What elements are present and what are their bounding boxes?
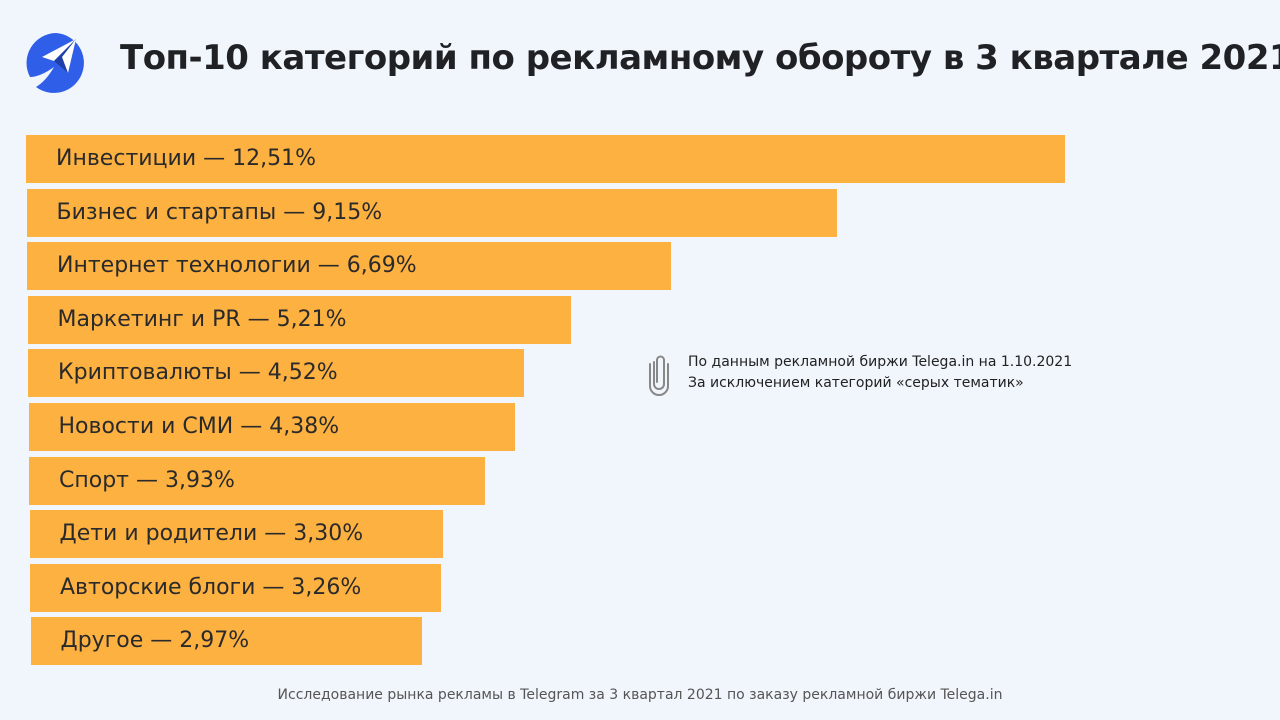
page-title: Топ-10 категорий по рекламному обороту в…	[120, 38, 1280, 78]
bar-1: Бизнес и стартапы — 9,15%	[26, 188, 838, 237]
note-line: По данным рекламной биржи Telega.in на 1…	[688, 354, 1073, 370]
bar-label: Интернет технологии — 6,69%	[57, 253, 417, 279]
bar-label: Маркетинг и PR — 5,21%	[57, 306, 347, 332]
bar-label: Авторские блоги — 3,26%	[60, 574, 362, 600]
bar-6: Спорт — 3,93%	[29, 456, 486, 505]
bar-label: Спорт — 3,93%	[59, 467, 235, 493]
bar-label: Новости и СМИ — 4,38%	[58, 414, 340, 439]
telega-logo	[26, 33, 84, 93]
bar-5: Новости и СМИ — 4,38%	[28, 403, 516, 451]
bar-2: Интернет технологии — 6,69%	[27, 242, 671, 291]
bar-label: Дети и родители — 3,30%	[59, 521, 364, 547]
bar-label: Криптовалюты — 4,52%	[58, 360, 338, 386]
note-line: За исключением категорий «серых тематик»	[688, 375, 1024, 391]
bar-label: Инвестиции — 12,51%	[56, 146, 316, 171]
bar-4: Криптовалюты — 4,52%	[28, 349, 525, 398]
bar-3: Маркетинг и PR — 5,21%	[27, 295, 571, 344]
bar-8: Авторские блоги — 3,26%	[30, 563, 441, 612]
footer-caption: Исследование рынка рекламы в Telegram за…	[277, 687, 1003, 703]
source-note: По данным рекламной биржи Telega.in на 1…	[648, 352, 1072, 396]
bar-label: Бизнес и стартапы — 9,15%	[56, 199, 383, 225]
bar-0: Инвестиции — 12,51%	[26, 135, 1065, 183]
bar-label: Другое — 2,97%	[60, 628, 250, 654]
bar-7: Дети и родители — 3,30%	[29, 510, 443, 559]
bar-9: Другое — 2,97%	[30, 617, 422, 666]
paperclip-icon	[649, 355, 669, 396]
